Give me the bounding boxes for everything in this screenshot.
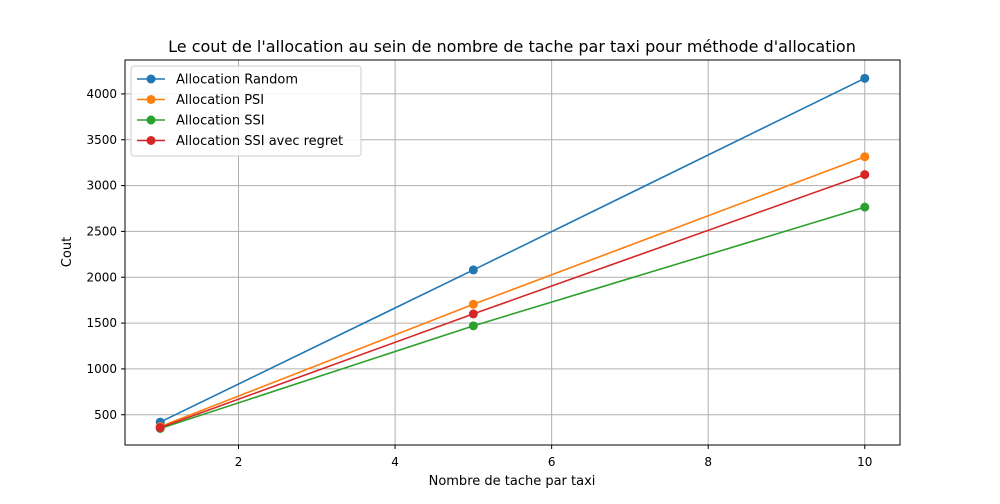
series-line	[159, 206, 866, 430]
y-tick-label: 2000	[86, 270, 117, 284]
y-tick-label: 500	[94, 408, 117, 422]
y-tick-label: 4000	[86, 87, 117, 101]
x-tick-label: 2	[235, 455, 243, 469]
legend: Allocation Random Allocation PSI Allocatio…	[130, 65, 362, 157]
series-layer	[155, 73, 870, 433]
legend-box	[130, 65, 362, 157]
data-point	[860, 202, 870, 212]
y-tick-label: 3000	[86, 179, 117, 193]
y-axis-label: Cout	[60, 237, 75, 267]
data-point	[468, 309, 478, 319]
legend-label: Allocation SSI avec regret	[176, 134, 343, 149]
y-tick-label: 3500	[86, 133, 117, 147]
series-line	[159, 173, 866, 429]
chart-title: Le cout de l'allocation au sein de nombr…	[168, 37, 856, 56]
x-axis-label: Nombre de tache par taxi	[429, 474, 596, 489]
legend-label: Allocation PSI	[176, 93, 264, 108]
axis-ticks: 2 4 6 8 10 500 1000 1500 2000 2500 3000 3500 4000	[86, 87, 872, 469]
y-tick-label: 2500	[86, 224, 117, 238]
x-tick-label: 6	[548, 455, 556, 469]
data-point	[860, 73, 870, 83]
plot-frame	[124, 59, 901, 446]
x-tick-label: 4	[391, 455, 399, 469]
data-point	[468, 299, 478, 309]
data-point	[860, 152, 870, 162]
legend-marker	[146, 95, 156, 104]
data-point	[468, 265, 478, 275]
y-tick-label: 1000	[86, 362, 117, 376]
legend-label: Allocation Random	[176, 73, 298, 88]
series-line	[159, 155, 866, 428]
legend-marker	[146, 136, 156, 145]
data-point	[860, 170, 870, 180]
legend-marker	[146, 74, 156, 84]
x-tick-label: 10	[857, 455, 872, 469]
legend-marker	[146, 115, 156, 125]
data-point	[468, 321, 478, 331]
x-tick-label: 8	[704, 455, 712, 469]
y-tick-label: 1500	[86, 316, 117, 330]
legend-label: Allocation SSI	[176, 114, 265, 129]
data-point	[155, 423, 165, 433]
